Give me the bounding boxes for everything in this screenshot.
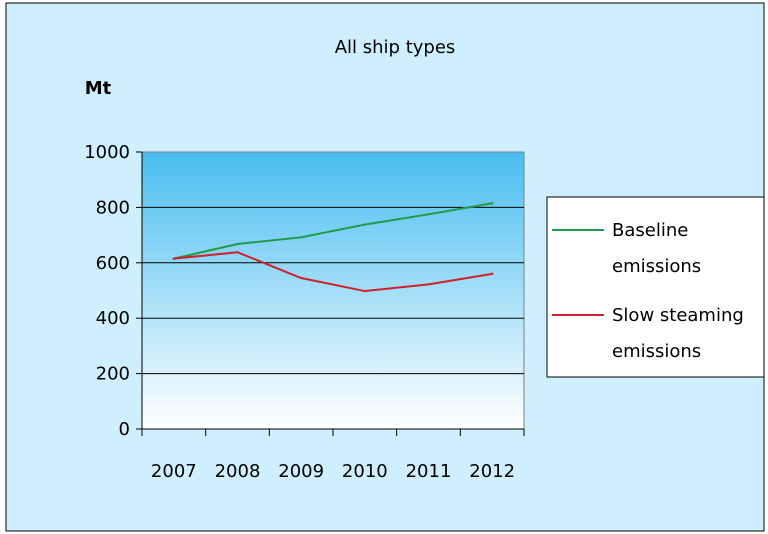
data-point-baseline-emissions-2009 [299,236,303,239]
data-point-slow-steaming-emissions-2011 [427,283,430,286]
data-point-slow-steaming-emissions-2010 [363,289,367,293]
data-point-baseline-emissions-2011 [427,213,430,216]
data-point-slow-steaming-emissions-2009 [299,276,303,280]
series-line-baseline-emissions [173,202,493,260]
data-point-baseline-emissions-2008 [236,242,239,246]
tick-labels: 0 200 400 600 800 1000 2007 2008 2009 2010 2011 201… [84,142,515,482]
gridlines [142,206,524,375]
y-tick-label: 1000 [84,142,130,163]
legend: Baseline emissions Slow steaming emissions [546,196,765,378]
x-tick-label-2012: 2012 [469,461,515,482]
plot-area-background [141,151,525,430]
y-tick-label: 600 [96,253,130,274]
x-tick-label-2009: 2009 [278,461,324,482]
data-point-baseline-emissions-2012 [490,202,494,205]
y-axis-unit-label: Mt [85,78,112,99]
x-tick-label-2008: 2008 [215,461,261,482]
y-tick-label: 200 [96,364,130,385]
legend-label-slow-steaming-emissions: Slow steaming [612,305,744,326]
axes [136,151,525,436]
data-point-slow-steaming-emissions-2012 [490,272,494,276]
legend-box [546,196,765,378]
y-tick-label: 0 [119,419,130,440]
x-tick-label-2007: 2007 [151,461,197,482]
data-point-baseline-emissions-2010 [363,223,367,226]
legend-label-baseline-emissions: emissions [612,256,701,277]
data-point-slow-steaming-emissions-2008 [236,251,239,254]
legend-label-baseline-emissions: Baseline [612,220,688,241]
data-series [172,202,494,293]
chart-title: All ship types [335,37,456,58]
x-tick-label-2010: 2010 [342,461,388,482]
data-point-slow-steaming-emissions-2007 [172,257,176,260]
series-line-slow-steaming-emissions [173,251,493,293]
y-tick-label: 400 [96,308,130,329]
legend-label-slow-steaming-emissions: emissions [612,341,701,362]
x-tick-label-2011: 2011 [406,461,452,482]
y-tick-label: 800 [96,197,130,218]
